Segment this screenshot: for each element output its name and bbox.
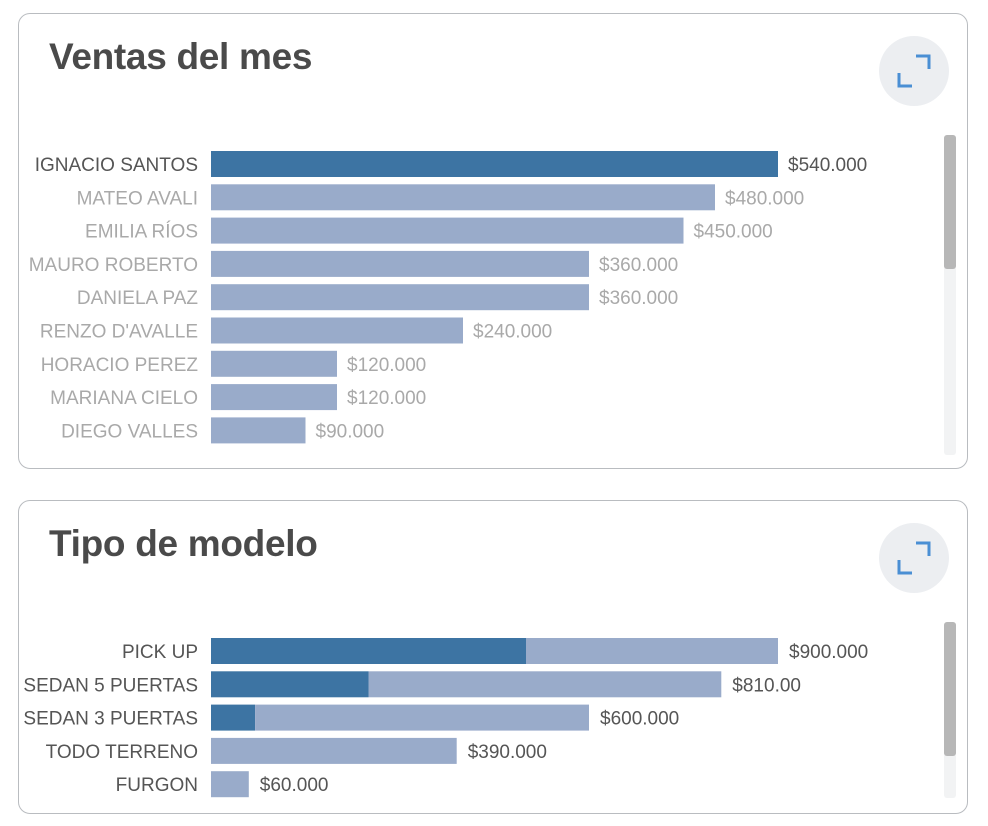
category-label: FURGON	[116, 775, 198, 796]
ventas-card: Ventas del mes IGNACIO SANTOS $540.000 MAT…	[18, 13, 968, 469]
category-label: MARIANA CIELO	[50, 388, 198, 409]
value-label: $600.000	[600, 709, 679, 730]
value-label: $120.000	[347, 355, 426, 376]
category-label: IGNACIO SANTOS	[35, 155, 198, 176]
category-label: RENZO D'AVALLE	[40, 322, 198, 343]
bar[interactable]	[211, 151, 778, 177]
bar-segment[interactable]	[368, 671, 722, 698]
modelo-title: Tipo de modelo	[49, 523, 318, 564]
value-label: $450.000	[694, 222, 773, 243]
bar-segment-highlight[interactable]	[211, 704, 256, 731]
value-label: $810.00	[732, 675, 801, 696]
value-label: $390.000	[468, 742, 547, 763]
category-label: MAURO ROBERTO	[29, 255, 198, 276]
bar[interactable]	[211, 417, 306, 444]
bar[interactable]	[211, 184, 715, 211]
category-label: SEDAN 3 PUERTAS	[23, 709, 198, 730]
bar-segment-highlight[interactable]	[211, 671, 369, 698]
category-label: DANIELA PAZ	[77, 288, 198, 309]
bar-segment[interactable]	[211, 771, 249, 798]
ventas-bar-chart: IGNACIO SANTOS $540.000 MATEO AVALI $480.00…	[29, 151, 867, 444]
ventas-title: Ventas del mes	[49, 36, 313, 77]
value-label: $60.000	[260, 775, 329, 796]
category-label: DIEGO VALLES	[61, 421, 198, 442]
value-label: $360.000	[599, 288, 678, 309]
value-label: $900.000	[789, 642, 868, 663]
modelo-expand-button[interactable]	[879, 523, 949, 593]
ventas-expand-button[interactable]	[879, 36, 949, 106]
bar[interactable]	[211, 350, 337, 377]
value-label: $90.000	[316, 421, 385, 442]
ventas-scrollbar[interactable]	[944, 135, 956, 455]
bar[interactable]	[211, 217, 684, 244]
value-label: $480.000	[725, 188, 804, 209]
bar[interactable]	[211, 284, 589, 311]
expand-icon	[897, 54, 931, 88]
category-label: EMILIA RÍOS	[85, 222, 198, 243]
modelo-card: Tipo de modelo PICK UP $900.000 SEDAN 5 PU…	[18, 500, 968, 814]
bar-segment[interactable]	[526, 638, 778, 664]
value-label: $240.000	[473, 322, 552, 343]
value-label: $120.000	[347, 388, 426, 409]
category-label: HORACIO PEREZ	[41, 355, 199, 376]
bar-segment-highlight[interactable]	[211, 638, 526, 664]
modelo-scrollbar[interactable]	[944, 622, 956, 798]
value-label: $360.000	[599, 255, 678, 276]
category-label: PICK UP	[122, 642, 198, 663]
bar[interactable]	[211, 250, 589, 277]
value-label: $540.000	[788, 155, 867, 176]
category-label: SEDAN 5 PUERTAS	[23, 675, 198, 696]
category-label: MATEO AVALI	[77, 188, 198, 209]
ventas-scrollbar-thumb[interactable]	[944, 135, 956, 269]
category-label: TODO TERRENO	[46, 742, 198, 763]
bar[interactable]	[211, 384, 337, 411]
bar[interactable]	[211, 317, 463, 344]
expand-icon	[897, 541, 931, 575]
modelo-bar-chart: PICK UP $900.000 SEDAN 5 PUERTAS $810.00 SED…	[23, 638, 868, 798]
modelo-scrollbar-thumb[interactable]	[944, 622, 956, 756]
bar-segment[interactable]	[255, 704, 589, 731]
bar-segment[interactable]	[211, 737, 457, 764]
